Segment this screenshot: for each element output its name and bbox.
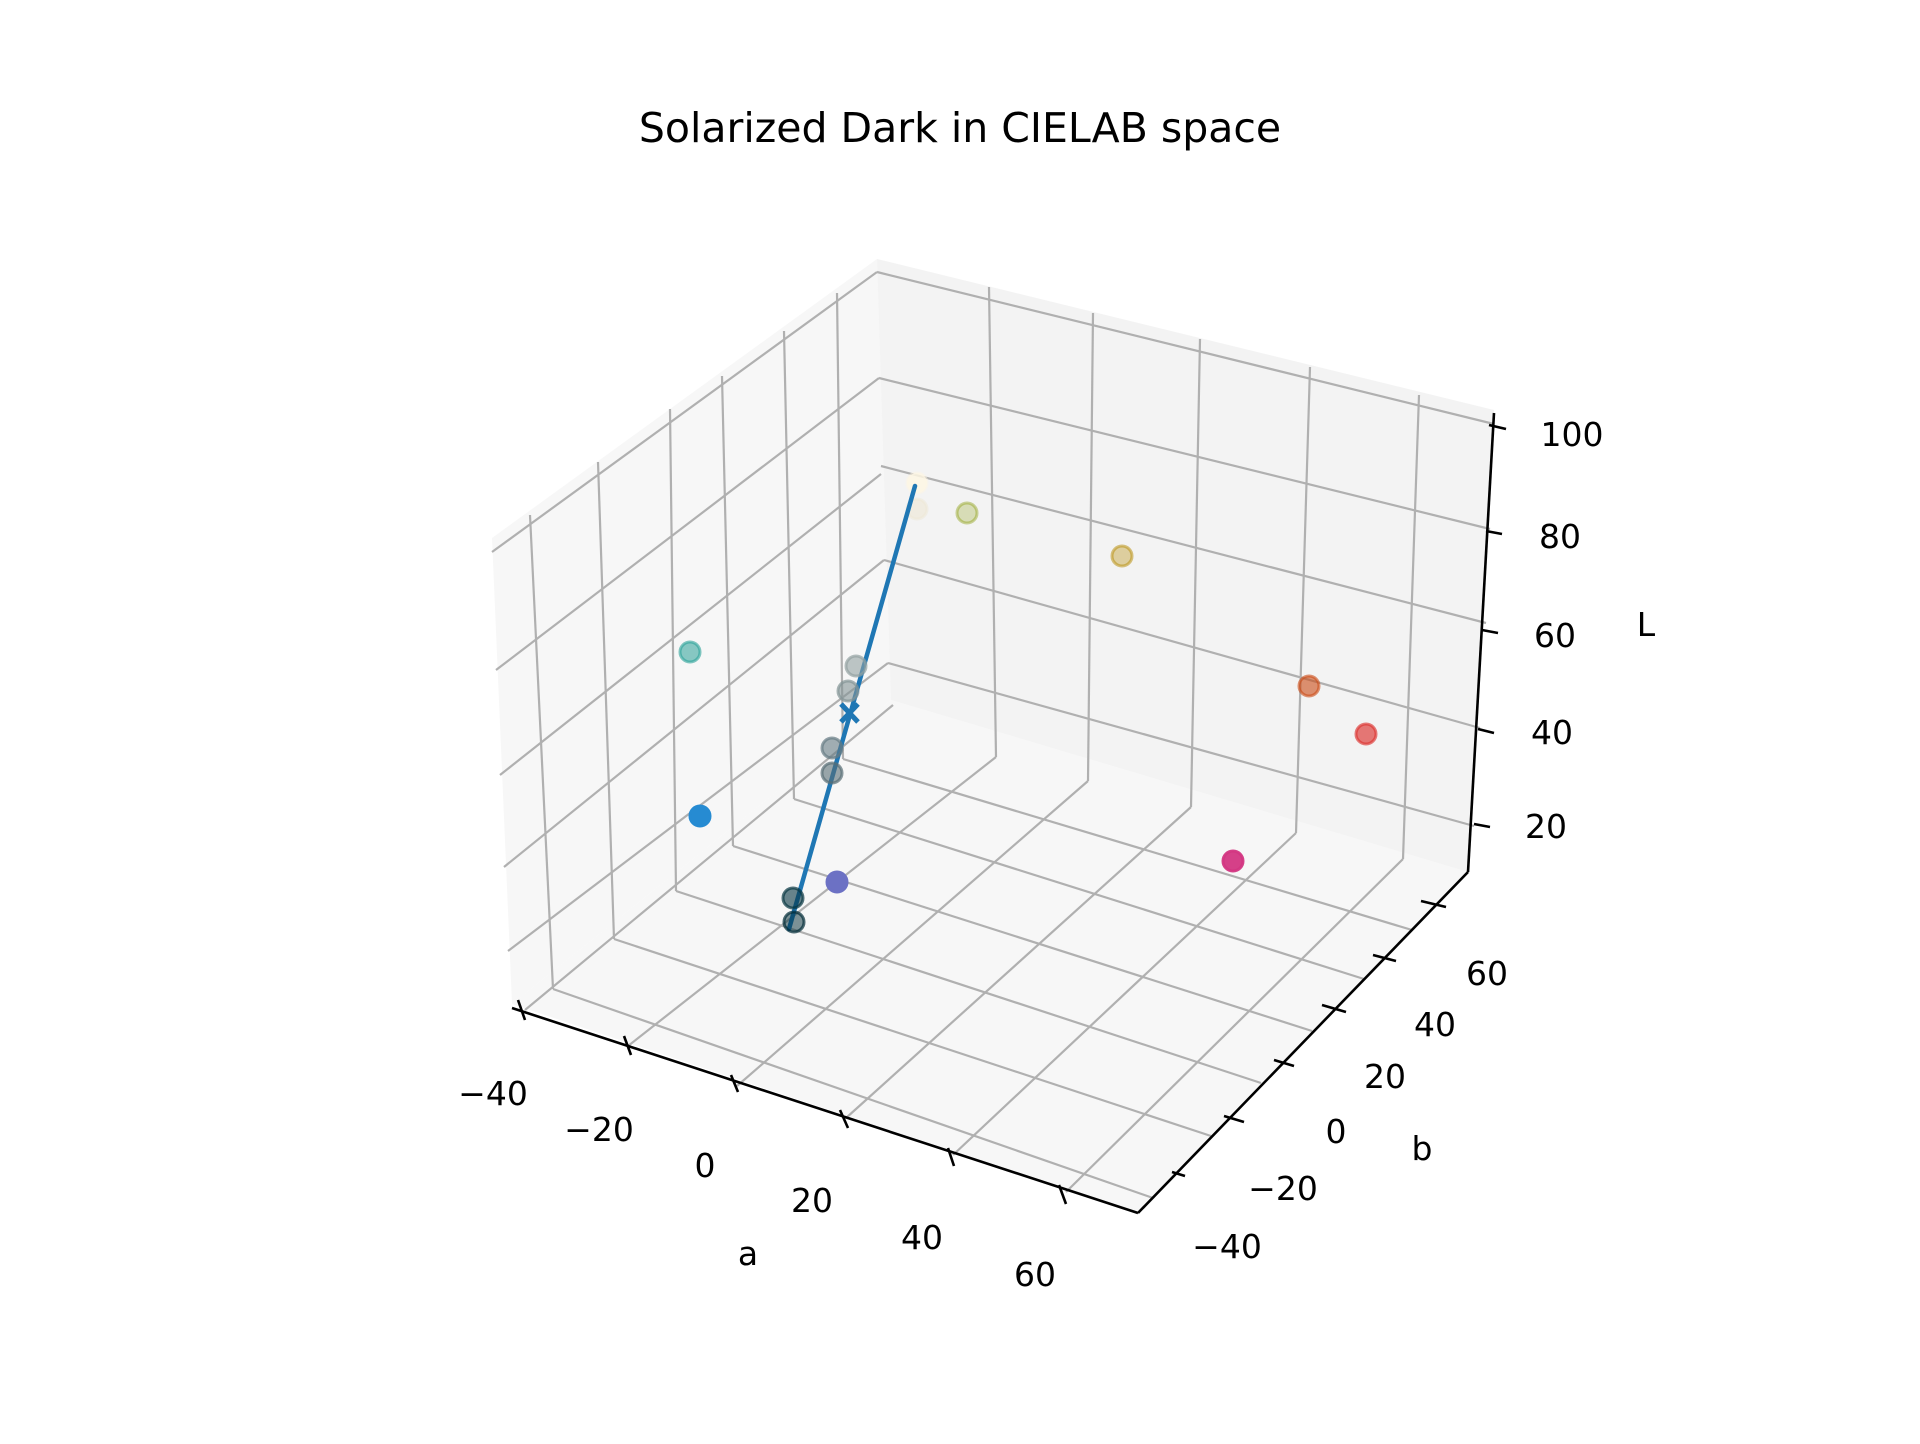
b-axis-label: b: [1412, 1129, 1433, 1168]
point-violet: [825, 870, 849, 894]
L-tick-label: 80: [1539, 517, 1581, 556]
point-blue: [688, 804, 712, 828]
a-tick-label: −20: [564, 1110, 634, 1149]
a-tick-label: 20: [791, 1181, 833, 1220]
point-base3: [905, 471, 929, 495]
a-tick-label: 40: [901, 1218, 943, 1257]
L-axis-line: [1466, 412, 1496, 873]
L-tick-label: 100: [1541, 415, 1604, 454]
point-base02: [781, 886, 805, 910]
L-tick-labels: 20 40 60 80 100: [1525, 415, 1604, 846]
b-tick-labels: −40 −20 0 20 40 60: [1192, 954, 1508, 1266]
a-axis-label: a: [738, 1234, 758, 1273]
axis-lines: [511, 412, 1507, 1215]
b-axis-line: [1137, 871, 1469, 1214]
L-tick-label: 20: [1525, 807, 1567, 846]
point-base0: [836, 679, 860, 703]
L-tick-label: 60: [1534, 616, 1576, 655]
point-yellow: [1110, 544, 1134, 568]
grid-lines: [491, 270, 1495, 1200]
b-tick-label: 20: [1364, 1057, 1406, 1096]
chart-title: Solarized Dark in CIELAB space: [638, 104, 1282, 152]
x-marker-icon: [839, 702, 860, 724]
point-magenta: [1221, 849, 1245, 873]
b-tick-label: −20: [1248, 1169, 1318, 1208]
a-axis-line: [511, 1006, 1139, 1215]
axis-panes: [492, 259, 1494, 1213]
b-tick-label: 40: [1414, 1005, 1456, 1044]
L-axis-label: L: [1637, 605, 1656, 644]
b-tick-label: 60: [1466, 954, 1508, 993]
b-tick-label: −40: [1192, 1227, 1262, 1266]
a-tick-label: 0: [695, 1146, 716, 1185]
point-base01: [820, 761, 844, 785]
point-cyan: [678, 640, 702, 664]
point-base1: [844, 654, 868, 678]
a-tick-labels: −40 −20 0 20 40 60: [458, 1074, 1056, 1294]
a-tick-label: −40: [458, 1074, 528, 1113]
point-red: [1354, 722, 1378, 746]
b-tick-label: 0: [1326, 1112, 1347, 1151]
L-tick-label: 40: [1531, 713, 1573, 752]
point-green: [955, 501, 979, 525]
a-tick-label: 60: [1014, 1255, 1056, 1294]
point-orange: [1297, 674, 1321, 698]
scatter-points: [678, 471, 1378, 894]
point-base03: [782, 910, 806, 934]
grey-points: [781, 654, 868, 934]
point-base00: [820, 736, 844, 760]
